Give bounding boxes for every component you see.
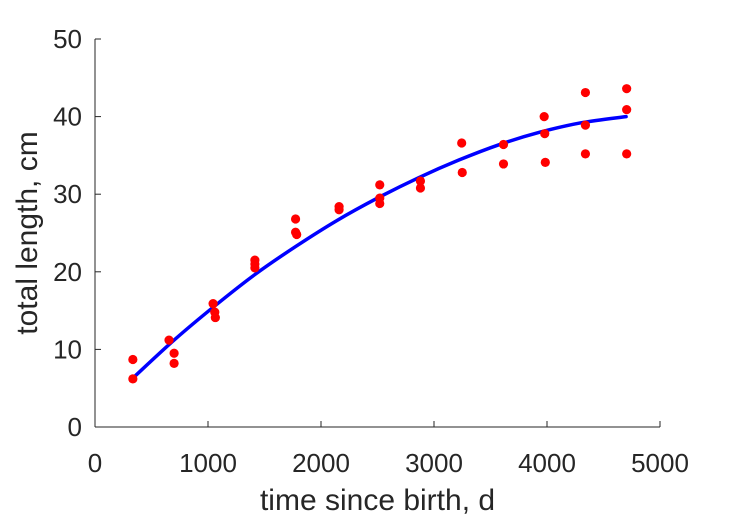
- x-tick-label: 0: [88, 448, 102, 478]
- data-point: [375, 198, 385, 209]
- data-point: [622, 149, 632, 159]
- data-point: [580, 149, 591, 159]
- x-tick-label: 5000: [631, 448, 689, 478]
- data-point: [498, 139, 509, 150]
- x-ticks: 0 1000 2000 3000 4000 5000: [88, 421, 689, 478]
- data-point: [208, 299, 218, 309]
- x-tick-label: 3000: [405, 448, 463, 478]
- y-axis-label: total length, cm: [11, 131, 44, 334]
- data-point: [210, 312, 220, 323]
- data-point: [457, 167, 467, 178]
- data-point: [334, 205, 344, 215]
- data-point: [580, 87, 591, 98]
- y-tick-label: 0: [68, 412, 82, 442]
- data-point: [622, 105, 632, 115]
- data-point: [292, 229, 302, 240]
- x-tick-label: 2000: [292, 448, 350, 478]
- data-point: [540, 129, 550, 139]
- data-point: [622, 84, 632, 94]
- y-ticks: 0 10 20 30 40 50: [53, 24, 101, 442]
- data-point: [375, 180, 385, 190]
- y-tick-label: 40: [53, 102, 82, 132]
- y-tick-label: 10: [53, 334, 82, 364]
- data-point: [128, 354, 138, 365]
- x-tick-label: 4000: [518, 448, 576, 478]
- y-tick-label: 30: [53, 179, 82, 209]
- data-point: [498, 159, 509, 169]
- data-point: [169, 348, 179, 358]
- y-tick-label: 20: [53, 257, 82, 287]
- x-tick-label: 1000: [179, 448, 237, 478]
- data-point: [169, 358, 179, 368]
- plot-series: [128, 84, 632, 384]
- data-point: [580, 120, 591, 130]
- axes: [94, 39, 660, 428]
- y-tick-label: 50: [53, 24, 82, 54]
- data-point: [540, 157, 550, 167]
- data-point: [415, 183, 426, 193]
- data-point: [250, 263, 260, 273]
- data-point: [164, 335, 174, 345]
- data-point: [415, 176, 426, 186]
- x-axis-label: time since birth, d: [260, 484, 495, 517]
- data-point: [290, 214, 301, 224]
- data-point: [128, 374, 138, 384]
- data-point: [539, 112, 549, 122]
- data-point: [457, 138, 467, 148]
